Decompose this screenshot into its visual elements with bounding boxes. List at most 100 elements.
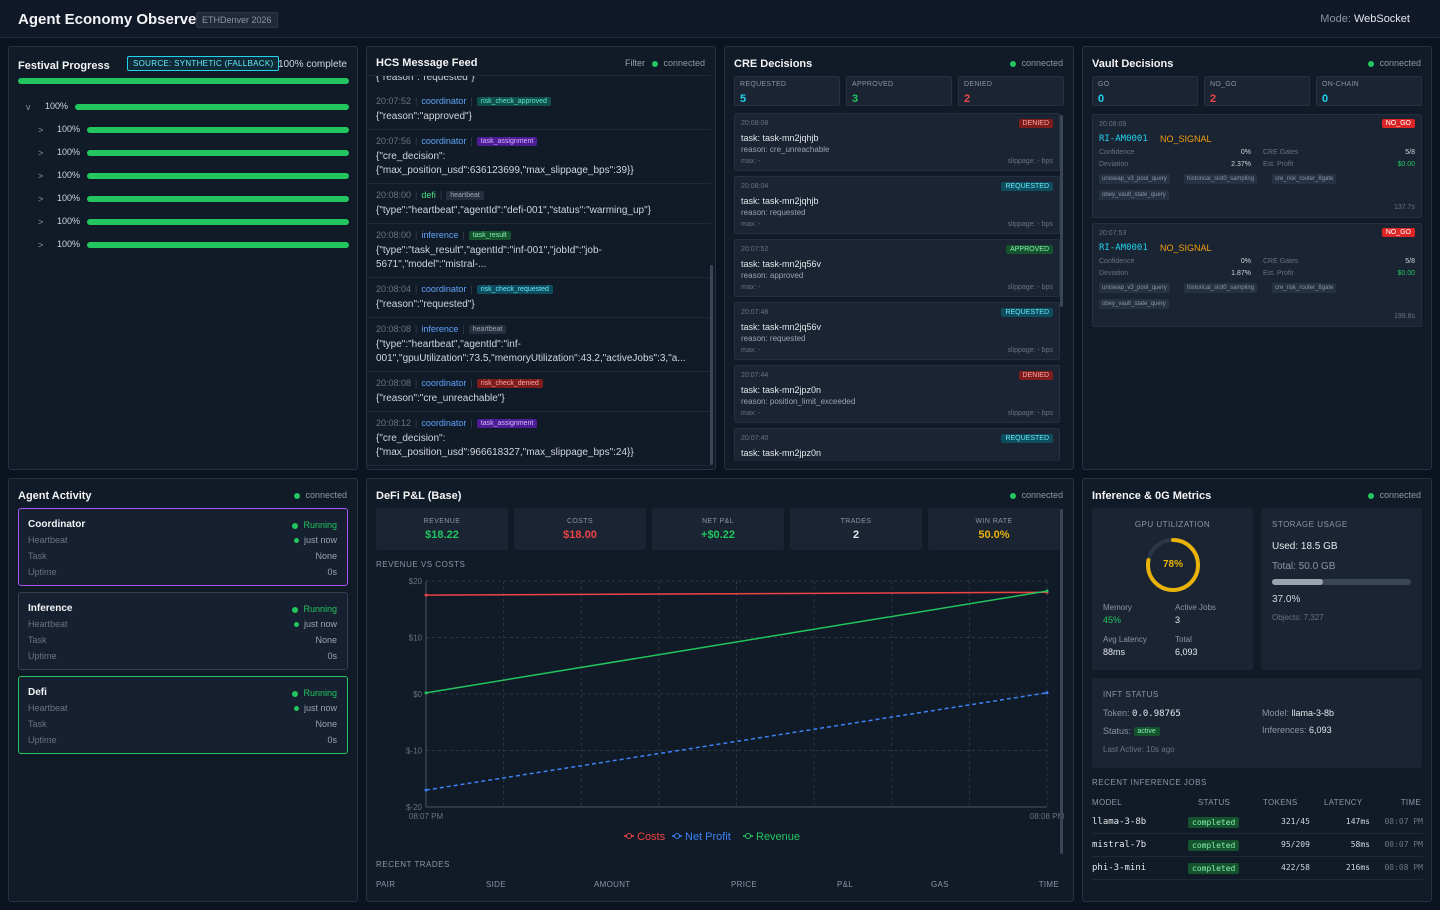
agent-task: None — [315, 719, 337, 729]
trades-col-pair[interactable]: PAIR — [376, 880, 396, 889]
decision-time: 20:07:44 — [741, 372, 769, 379]
agent-task: None — [315, 551, 337, 561]
decision-status-badge: DENIED — [1018, 119, 1053, 128]
cre-decision-card[interactable]: 20:07:40 task: task-mn2jpz0n REQUESTED — [734, 428, 1060, 461]
message-source: coordinator — [421, 96, 467, 106]
connection-status: connected — [652, 58, 705, 68]
feed-message[interactable]: 20:08:12 | coordinator | task_assignment {"cr… — [367, 412, 711, 466]
job-row[interactable]: mistral-7b completed 95/209 58ms 08:07 PM — [1092, 834, 1423, 857]
divider: | — [415, 324, 418, 334]
chevron-icon[interactable]: > — [38, 194, 44, 204]
phase-progress-fill — [87, 150, 349, 156]
feed-message[interactable]: 20:08:00 | defi | heartbeat {"type":"heartbea… — [367, 184, 711, 224]
festival-phase-row[interactable]: >100% — [9, 146, 357, 162]
status-text: connected — [1021, 490, 1063, 500]
feed-message[interactable]: 20:08:04 | coordinator | risk_check_requeste… — [367, 278, 711, 318]
festival-phase-row[interactable]: >100% — [9, 215, 357, 231]
inft-card: INFT STATUS Token: 0.0.98765 Model: llam… — [1092, 678, 1422, 768]
chevron-icon[interactable]: v — [26, 102, 31, 112]
chevron-icon[interactable]: > — [38, 240, 44, 250]
cre-decision-card[interactable]: 20:07:48 task: task-mn2jq56v reason: reque… — [734, 302, 1060, 360]
decision-list[interactable]: 20:08:08 task: task-mn2jqhjb reason: cre_u… — [725, 111, 1073, 461]
phase-percent: 100% — [57, 147, 81, 157]
vault-stat-go: GO 0 — [1092, 76, 1198, 106]
model-row: Model: llama-3-8b — [1262, 708, 1334, 718]
divider: | — [462, 230, 465, 240]
storage-used: Used: 18.5 GB — [1272, 541, 1338, 552]
job-tokens: 321/45 — [1281, 817, 1310, 826]
message-type-badge: task_assignment — [476, 419, 538, 429]
vault-decision-card[interactable]: 20:08:09 NO_GO RI-AM0001 NO_SIGNAL Confidenc… — [1092, 114, 1422, 218]
jobs-col-latency[interactable]: LATENCY — [1324, 798, 1363, 807]
vault-profit-label: Est. Profit — [1263, 270, 1294, 277]
trades-col-side[interactable]: SIDE — [486, 880, 506, 889]
message-source: coordinator — [421, 378, 467, 388]
chevron-icon[interactable]: > — [38, 217, 44, 227]
cre-decision-card[interactable]: 20:08:08 task: task-mn2jqhjb reason: cre_u… — [734, 113, 1060, 171]
vault-deviation: 2.37% — [1231, 161, 1251, 168]
job-status-badge: completed — [1188, 817, 1240, 828]
divider: | — [415, 96, 418, 106]
job-latency: 147ms — [1345, 817, 1370, 826]
festival-phase-row[interactable]: >100% — [9, 169, 357, 185]
message-time: 20:07:52 — [376, 96, 412, 106]
jobs-col-time[interactable]: TIME — [1400, 798, 1421, 807]
decision-task: task: task-mn2jq56v — [741, 322, 822, 332]
feed-message[interactable]: 20:08:00 | inference | task_result {"type":"t… — [367, 224, 711, 278]
agent-heartbeat: just now — [293, 619, 337, 629]
heartbeat-value: just now — [303, 535, 337, 545]
storage-fill — [1272, 579, 1324, 585]
festival-phase-row[interactable]: >100% — [9, 123, 357, 139]
agent-card-inference[interactable]: Inference Running Heartbeat Task Uptime just … — [18, 592, 348, 670]
festival-phase-row[interactable]: >100% — [9, 192, 357, 208]
job-row[interactable]: phi-3-mini completed 422/58 216ms 08:08 PM — [1092, 857, 1423, 880]
feed-scrollbar[interactable] — [710, 265, 713, 465]
decision-age: 137.7s — [1393, 204, 1415, 211]
trades-col-p-l[interactable]: P&L — [837, 880, 854, 889]
festival-phase-row[interactable]: v 100% — [9, 100, 357, 116]
festival-phase-row[interactable]: >100% — [9, 238, 357, 254]
message-body: 5671","model":"mistral-... — [376, 259, 487, 270]
feed-list[interactable]: {"reason":"requested"} 20:07:52 | coordina… — [367, 75, 711, 469]
feed-message[interactable]: 20:07:56 | coordinator | task_assignment {"cr… — [367, 130, 711, 184]
trades-col-price[interactable]: PRICE — [731, 880, 757, 889]
main-progress-track — [18, 78, 349, 84]
feed-message[interactable]: 20:08:08 | coordinator | risk_check_denied {"… — [367, 372, 711, 412]
feed-meta: 20:07:56 | coordinator | task_assignment — [376, 136, 538, 147]
data-point — [424, 691, 428, 695]
phase-progress-track — [75, 104, 349, 110]
decision-scrollbar[interactable] — [1060, 115, 1063, 307]
data-point — [1045, 691, 1049, 695]
message-body: {"reason":"cre_unreachable"} — [376, 393, 505, 404]
total-value: 6,093 — [1175, 647, 1198, 657]
feed-message[interactable]: 20:07:52 | coordinator | risk_check_approved… — [367, 90, 711, 130]
trades-col-time[interactable]: TIME — [1038, 880, 1059, 889]
cre-decision-card[interactable]: 20:08:04 task: task-mn2jqhjb reason: reque… — [734, 176, 1060, 234]
chevron-icon[interactable]: > — [38, 148, 44, 158]
filter-button[interactable]: Filter — [625, 58, 645, 68]
agent-task-label: Task — [28, 551, 47, 561]
last-active: Last Active: 10s ago — [1103, 745, 1175, 754]
trades-col-amount[interactable]: AMOUNT — [594, 880, 631, 889]
agent-card-defi[interactable]: Defi Running Heartbeat Task Uptime just now No… — [18, 676, 348, 754]
jobs-col-status[interactable]: STATUS — [1198, 798, 1231, 807]
chevron-icon[interactable]: > — [38, 171, 44, 181]
agent-card-coordinator[interactable]: Coordinator Running Heartbeat Task Uptime jus… — [18, 508, 348, 586]
feed-message[interactable]: 20:08:08 | inference | heartbeat {"type":"hea… — [367, 318, 711, 372]
trades-col-gas[interactable]: GAS — [931, 880, 949, 889]
job-row[interactable]: llama-3-8b completed 321/45 147ms 08:07 PM — [1092, 811, 1423, 834]
heartbeat-dot-icon — [293, 706, 299, 712]
cre-decision-card[interactable]: 20:07:52 task: task-mn2jq56v reason: appro… — [734, 239, 1060, 297]
vault-decision-card[interactable]: 20:07:53 NO_GO RI-AM0001 NO_SIGNAL Confidenc… — [1092, 223, 1422, 327]
cre-decision-card[interactable]: 20:07:44 task: task-mn2jpz0n reason: posit… — [734, 365, 1060, 423]
gpu-card: GPU UTILIZATION 78% Memory 45% Active Jo… — [1092, 508, 1253, 670]
data-point — [424, 788, 428, 792]
message-body: {"type":"task_result","agentId":"inf-001… — [376, 245, 602, 256]
defi-scrollbar[interactable] — [1060, 509, 1063, 854]
jobs-col-model[interactable]: MODEL — [1092, 798, 1122, 807]
agent-state: Running — [292, 604, 337, 614]
jobs-col-tokens[interactable]: TOKENS — [1263, 798, 1298, 807]
phase-progress-fill — [87, 127, 349, 133]
chevron-icon[interactable]: > — [38, 125, 44, 135]
agent-name: Coordinator — [28, 519, 86, 530]
